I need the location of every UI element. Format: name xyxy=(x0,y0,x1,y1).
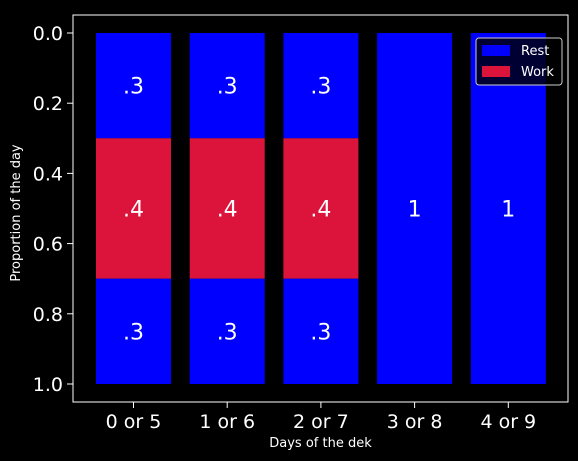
y-tick-label-4: 0.8 xyxy=(33,304,63,326)
bar-segment-1-2 xyxy=(189,278,265,384)
bar-segment-0-1 xyxy=(96,138,171,279)
x-axis-label: Days of the dek xyxy=(269,436,372,451)
y-tick-label-0: 0.0 xyxy=(33,23,63,45)
segment-value-label-0-0: .3 xyxy=(123,75,144,100)
x-tick-label-0: 0 or 5 xyxy=(106,411,162,433)
x-tick-label-4: 4 or 9 xyxy=(480,411,536,433)
legend-swatch-work xyxy=(482,66,510,77)
bar-segment-2-0 xyxy=(283,33,359,139)
segment-value-label-2-1: .4 xyxy=(310,198,331,223)
y-axis: 0.0 0.2 0.4 0.6 0.8 1.0 xyxy=(33,23,73,396)
y-tick-label-3: 0.6 xyxy=(33,234,63,256)
segment-value-label-4-0: 1 xyxy=(501,198,515,223)
y-tick-label-2: 0.4 xyxy=(33,163,63,185)
y-tick-label-1: 0.2 xyxy=(33,93,63,115)
bar-segment-2-2 xyxy=(283,278,359,384)
segment-value-label-1-2: .3 xyxy=(217,320,238,345)
y-tick-label-5: 1.0 xyxy=(33,374,63,396)
segment-value-label-1-1: .4 xyxy=(217,198,238,223)
segment-value-label-2-0: .3 xyxy=(310,75,331,100)
bar-segment-3-0 xyxy=(377,33,453,384)
plot-frame xyxy=(72,14,569,403)
legend-label-rest: Rest xyxy=(521,44,549,59)
legend: Rest Work xyxy=(475,37,563,86)
segment-value-label-0-1: .4 xyxy=(123,198,144,223)
x-tick-label-2: 2 or 7 xyxy=(293,411,349,433)
y-axis-label: Proportion of the day xyxy=(9,144,24,282)
bars-layer xyxy=(96,33,546,384)
bar-segment-4-0 xyxy=(470,33,546,384)
segment-value-label-3-0: 1 xyxy=(408,198,422,223)
segment-value-label-1-0: .3 xyxy=(217,75,238,100)
legend-label-work: Work xyxy=(521,65,554,80)
segment-value-label-2-2: .3 xyxy=(310,320,331,345)
bar-segment-1-0 xyxy=(189,33,265,139)
x-tick-label-1: 1 or 6 xyxy=(199,411,255,433)
segment-labels-layer: .3 .4 .3 .3 .4 .3 .3 .4 .3 1 1 xyxy=(123,75,515,346)
bar-segment-1-1 xyxy=(189,138,265,279)
bar-segment-0-0 xyxy=(96,33,171,139)
segment-value-label-0-2: .3 xyxy=(123,320,144,345)
legend-swatch-rest xyxy=(482,45,510,56)
x-tick-label-3: 3 or 8 xyxy=(387,411,443,433)
bar-segment-2-1 xyxy=(283,138,359,279)
bar-segment-0-2 xyxy=(96,278,171,384)
x-axis: 0 or 5 1 or 6 2 or 7 3 or 8 4 or 9 xyxy=(106,402,536,433)
